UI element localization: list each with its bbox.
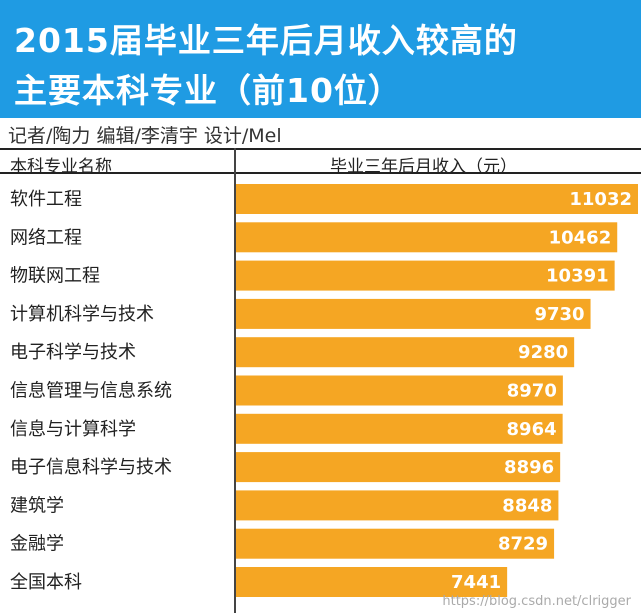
- watermark-url: https://blog.csdn.net/clrigger: [442, 594, 631, 609]
- category-label: 电子科学与技术: [10, 342, 136, 363]
- bar-value-label: 8970: [507, 381, 557, 402]
- chart-title-line-2: 主要本科专业（前10位）: [14, 71, 402, 110]
- category-label: 建筑学: [10, 495, 64, 516]
- bar: [236, 413, 563, 444]
- category-label: 计算机科学与技术: [10, 304, 154, 325]
- bar: [236, 490, 559, 521]
- bar-value-label: 8848: [502, 495, 552, 516]
- category-label: 信息与计算科学: [10, 419, 136, 440]
- column-divider: [234, 148, 236, 613]
- credits-line: 记者/陶力 编辑/李清宇 设计/Mel: [8, 125, 282, 147]
- category-label: 电子信息科学与技术: [10, 457, 172, 478]
- category-label: 信息管理与信息系统: [10, 381, 172, 402]
- bar-value-label: 11032: [569, 189, 632, 210]
- bar-value-label: 8896: [504, 457, 554, 478]
- bar-value-label: 8964: [507, 419, 557, 440]
- bar-value-label: 10391: [546, 266, 609, 287]
- header-banner: 2015届毕业三年后月收入较高的 主要本科专业（前10位）: [0, 0, 641, 118]
- bar: [236, 222, 618, 253]
- category-label: 软件工程: [10, 189, 82, 210]
- bar: [236, 528, 555, 559]
- bar-value-label: 9730: [534, 304, 584, 325]
- bar-value-label: 9280: [518, 342, 568, 363]
- value-column-header: 毕业三年后月收入（元）: [330, 157, 517, 177]
- bar-value-label: 8729: [498, 534, 548, 555]
- bar: [236, 298, 591, 329]
- bar: [236, 184, 638, 214]
- bar: [236, 337, 575, 368]
- table-header: 本科专业名称 毕业三年后月收入（元）: [0, 148, 641, 177]
- bar: [236, 567, 508, 597]
- bar: [236, 452, 561, 483]
- category-label: 网络工程: [10, 227, 82, 248]
- bar: [236, 260, 615, 291]
- category-column-header: 本科专业名称: [10, 157, 112, 177]
- category-label: 金融学: [10, 534, 64, 555]
- category-label: 全国本科: [10, 572, 82, 593]
- category-label: 物联网工程: [10, 266, 100, 287]
- bar-value-label: 7441: [451, 572, 501, 593]
- chart-title-line-1: 2015届毕业三年后月收入较高的: [14, 21, 518, 60]
- bar: [236, 375, 563, 406]
- bar-value-label: 10462: [549, 227, 612, 248]
